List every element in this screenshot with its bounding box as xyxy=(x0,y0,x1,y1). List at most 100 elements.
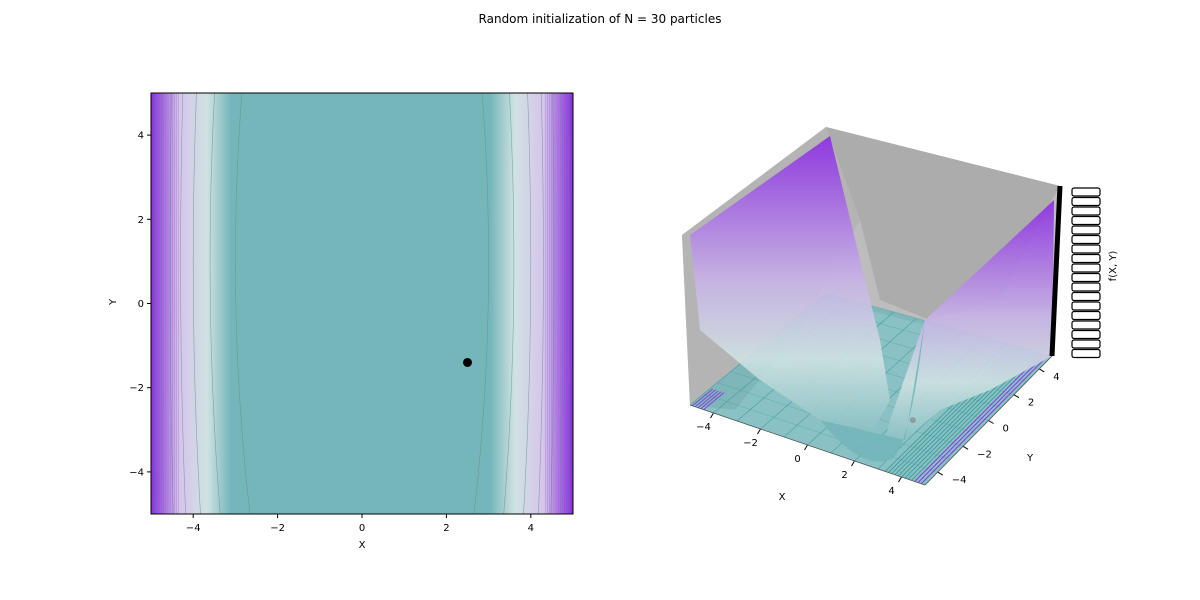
contour-line xyxy=(169,93,174,514)
surface-back-pane-left xyxy=(682,127,826,405)
surface-floor-contour xyxy=(897,348,1027,477)
surface-ztick-label xyxy=(1071,282,1101,292)
contour-ylabel: Y xyxy=(108,298,119,306)
surface-zlabel: f(X, Y) xyxy=(1108,251,1119,282)
surface-xtick-mark xyxy=(710,412,714,419)
surface-ztick-label xyxy=(1071,310,1101,321)
surface-floor-contour xyxy=(901,349,1030,478)
surface-grid-line xyxy=(825,292,1053,357)
surface-ytick-label: 0 xyxy=(1003,424,1009,435)
surface-grid-line xyxy=(689,404,926,486)
contour-particle xyxy=(463,357,472,367)
surface-floor-contour xyxy=(920,354,1049,485)
surface-right-wall xyxy=(880,200,1054,460)
surface-grid-line xyxy=(757,348,989,421)
surface-ytick-label: 4 xyxy=(1053,372,1059,383)
surface-xtick-mark xyxy=(851,460,855,467)
contour-left-wall xyxy=(151,93,231,514)
surface-ztick-label xyxy=(1071,329,1101,340)
surface-floor-contour xyxy=(703,392,725,411)
contour-chart: −4 −2 0 2 4 −4 −2 0 2 4 X Y xyxy=(108,92,574,551)
surface-xtick-label: −4 xyxy=(696,422,711,433)
surface-left-wall xyxy=(690,136,890,455)
surface-xtick-label: −2 xyxy=(743,438,758,449)
surface-ztick-label xyxy=(1071,225,1101,235)
surface-gray-left xyxy=(682,127,860,410)
surface-ylabel: Y xyxy=(1026,453,1034,464)
surface-grid-line xyxy=(877,343,1008,470)
surface-ytick-label: 2 xyxy=(1028,398,1034,409)
surface-ytick-label: −2 xyxy=(977,449,992,460)
surface-xtick-mark xyxy=(804,444,808,451)
contour-line xyxy=(180,93,186,514)
surface-floor-contour xyxy=(887,345,1018,473)
surface-ztick-label xyxy=(1071,215,1101,226)
surface-ytick-mark xyxy=(962,445,969,450)
contour-line xyxy=(560,93,563,514)
contour-line xyxy=(503,93,515,514)
surface-ztick-label xyxy=(1071,244,1101,254)
contour-line xyxy=(567,93,570,514)
contour-line xyxy=(235,93,251,514)
contour-line xyxy=(550,93,555,514)
surface-ztick-label xyxy=(1071,206,1101,216)
surface-floor-contour xyxy=(884,344,1014,472)
contour-ytick-label: 0 xyxy=(138,299,144,310)
surface-grid-line xyxy=(924,355,1053,486)
contour-line xyxy=(154,93,157,514)
surface-grid-line xyxy=(798,315,1027,383)
surface-grid-line xyxy=(730,371,964,447)
contour-line xyxy=(192,93,201,514)
surface-z-axis xyxy=(1049,185,1063,357)
surface-ztick-label xyxy=(1071,187,1101,197)
contour-ytick-label: 2 xyxy=(138,215,144,226)
surface-xlabel: X xyxy=(779,492,786,503)
contour-xlabel: X xyxy=(359,540,366,551)
surface-floor-contour xyxy=(891,346,1021,474)
surface-xtick-mark xyxy=(898,476,902,483)
surface-floor xyxy=(690,293,1052,485)
surface-y-axis xyxy=(924,355,1053,486)
surface-basin xyxy=(820,320,925,462)
surface-ytick-label: −4 xyxy=(952,475,967,486)
surface-floor-contour xyxy=(914,352,1043,482)
surface-floor-contour xyxy=(904,350,1033,479)
surface-floor-contour xyxy=(694,389,716,408)
surface-ytick-mark xyxy=(1013,394,1020,399)
surface-gray-right xyxy=(826,127,1060,320)
contour-line xyxy=(473,93,489,514)
surface-floor-contour xyxy=(911,351,1040,481)
surface-ztick-label xyxy=(1071,263,1101,273)
surface-ytick-mark xyxy=(1039,368,1045,373)
surface-ztick-label xyxy=(1071,272,1101,283)
contour-xtick-label: 4 xyxy=(528,523,534,534)
surface-grid-line xyxy=(736,305,872,422)
contour-right-wall xyxy=(490,93,573,514)
contour-ytick-label: 4 xyxy=(138,131,144,142)
contour-xtick-label: 0 xyxy=(359,523,365,534)
contour-ytick-label: −2 xyxy=(129,383,144,394)
contour-xtick-label: −2 xyxy=(270,523,285,534)
contour-xtick-label: 2 xyxy=(443,523,449,534)
surface-grid-line xyxy=(744,359,976,434)
surface-grid-line xyxy=(713,299,849,414)
surface-ztick-label xyxy=(1071,339,1101,349)
surface-floor-contour xyxy=(697,390,719,409)
surface-ztick-label xyxy=(1071,253,1101,264)
surface-ztick-label xyxy=(1071,196,1101,207)
surface-grid-line xyxy=(854,336,985,462)
surface-ytick-mark xyxy=(937,471,943,476)
contour-ytick-label: −4 xyxy=(129,467,144,478)
surface-grid-line xyxy=(785,326,1014,395)
surface-floor-contour xyxy=(917,353,1046,483)
surface-floor-contour xyxy=(692,388,714,407)
surface-grid-line xyxy=(830,330,962,454)
surface-grid-line xyxy=(901,349,1030,478)
surface-ztick-label xyxy=(1071,301,1101,311)
surface-xtick-label: 0 xyxy=(794,454,800,465)
surface-back-pane-right xyxy=(826,127,1060,356)
contour-line xyxy=(161,93,164,514)
surface-ztick-label xyxy=(1071,320,1101,330)
surface-grid-line xyxy=(812,303,1040,370)
surface-grid-line xyxy=(703,393,938,473)
